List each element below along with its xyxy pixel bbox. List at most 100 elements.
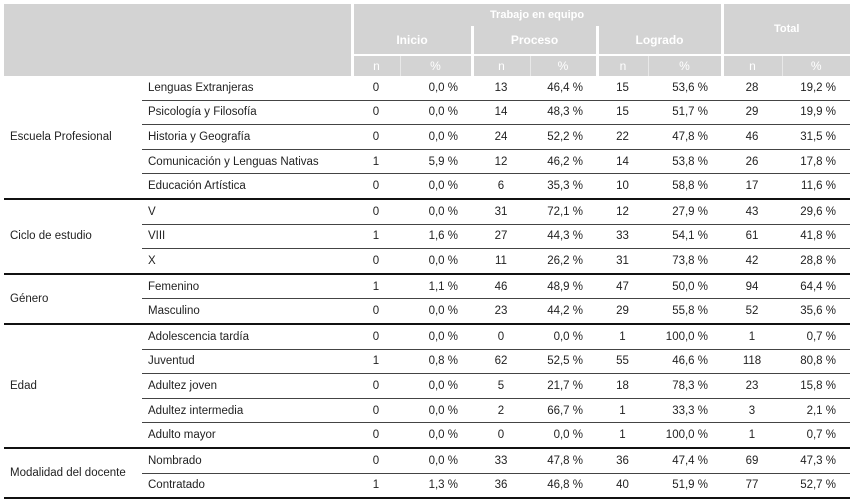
cell: 19,9 % (782, 100, 850, 126)
cell: 55,8 % (648, 298, 722, 325)
cell: 53,6 % (648, 76, 722, 101)
cell: 1 (722, 422, 782, 449)
cell: 15 (597, 76, 648, 101)
cell: 0,8 % (400, 349, 472, 375)
cell: 35,6 % (782, 298, 850, 325)
cell: 0 (352, 422, 400, 449)
header-column: n (720, 54, 782, 76)
cell: 27 (472, 224, 530, 250)
cell: 47,3 % (782, 447, 850, 474)
cell: 0,0 % (400, 173, 472, 200)
row-label: Juventud (142, 349, 352, 375)
cell: 58,8 % (648, 173, 722, 200)
cell: 5 (472, 373, 530, 399)
cell: 0 (352, 398, 400, 424)
cell: 19,2 % (782, 76, 850, 101)
cell: 6 (472, 173, 530, 200)
cell: 14 (472, 100, 530, 126)
header-group: Proceso (470, 26, 597, 55)
group-label: Modalidad del docente (4, 447, 142, 500)
header-column: % (399, 54, 472, 76)
cell: 0,0 % (400, 198, 472, 225)
row-label: Masculino (142, 298, 352, 325)
cell: 0,0 % (530, 422, 597, 449)
cell: 46,8 % (530, 473, 597, 500)
cell: 53,8 % (648, 149, 722, 175)
header-column: n (470, 54, 530, 76)
cell: 64,4 % (782, 273, 850, 300)
row-label: Historia y Geografía (142, 124, 352, 150)
cell: 10 (597, 173, 648, 200)
cell: 0 (352, 173, 400, 200)
cell: 46 (472, 273, 530, 300)
row-label: Femenino (142, 273, 352, 300)
table-row: Escuela Profesional Lenguas Extranjeras 0 0… (4, 76, 850, 200)
cell: 43 (722, 198, 782, 225)
cell: 31 (472, 198, 530, 225)
cell: 72,1 % (530, 198, 597, 225)
table-row: Modalidad del docente Nombrado 0 0,0 % 33 47,… (4, 447, 850, 500)
cell: 1 (352, 149, 400, 175)
group-label: Género (4, 273, 142, 325)
cell: 46,4 % (530, 76, 597, 101)
cell: 66,7 % (530, 398, 597, 424)
row-label: Lenguas Extranjeras (142, 76, 352, 101)
cell: 23 (722, 373, 782, 399)
cell: 31,5 % (782, 124, 850, 150)
cell: 69 (722, 447, 782, 474)
cell: 94 (722, 273, 782, 300)
cell: 80,8 % (782, 349, 850, 375)
header-column: % (529, 54, 597, 76)
cell: 2,1 % (782, 398, 850, 424)
cell: 36 (472, 473, 530, 500)
cell: 29 (597, 298, 648, 325)
cell: 52 (722, 298, 782, 325)
cell: 100,0 % (648, 323, 722, 350)
cell: 0,0 % (400, 124, 472, 150)
cell: 1,1 % (400, 273, 472, 300)
group-label: Edad (4, 323, 142, 449)
row-label: V (142, 198, 352, 225)
cell: 11 (472, 248, 530, 275)
cell: 33 (472, 447, 530, 474)
header-group: Total (720, 4, 850, 55)
cell: 44,3 % (530, 224, 597, 250)
cell: 0,0 % (400, 298, 472, 325)
cell: 1,3 % (400, 473, 472, 500)
cell: 46 (722, 124, 782, 150)
cell: 21,7 % (530, 373, 597, 399)
cell: 18 (597, 373, 648, 399)
cell: 54,1 % (648, 224, 722, 250)
table-row: Género Femenino 1 1,1 % 46 48,9 % 47 50,0 % 94 64… (4, 273, 850, 325)
cell: 0 (352, 373, 400, 399)
cell: 44,2 % (530, 298, 597, 325)
cell: 0 (352, 298, 400, 325)
cell: 73,8 % (648, 248, 722, 275)
cell: 17,8 % (782, 149, 850, 175)
cell: 48,3 % (530, 100, 597, 126)
cell: 0,0 % (400, 398, 472, 424)
cell: 24 (472, 124, 530, 150)
cell: 0 (352, 323, 400, 350)
cell: 0,7 % (782, 323, 850, 350)
cell: 35,3 % (530, 173, 597, 200)
header-column: % (781, 54, 850, 76)
group-label: Escuela Profesional (4, 76, 142, 200)
cell: 29,6 % (782, 198, 850, 225)
cell: 1 (597, 398, 648, 424)
cell: 17 (722, 173, 782, 200)
cell: 0,0 % (400, 422, 472, 449)
cell: 46,6 % (648, 349, 722, 375)
table-row: VIII 1 1,6 % 27 44,3 % 33 54,1 % 61 41,8 % (4, 224, 850, 250)
cell: 40 (597, 473, 648, 500)
cell: 5,9 % (400, 149, 472, 175)
cell: 100,0 % (648, 422, 722, 449)
header-column: n (350, 54, 400, 76)
cell: 78,3 % (648, 373, 722, 399)
cell: 13 (472, 76, 530, 101)
row-label: X (142, 248, 352, 275)
row-label: Contratado (142, 473, 352, 500)
cell: 0,0 % (400, 447, 472, 474)
cell: 1 (597, 323, 648, 350)
cell: 0,0 % (400, 323, 472, 350)
